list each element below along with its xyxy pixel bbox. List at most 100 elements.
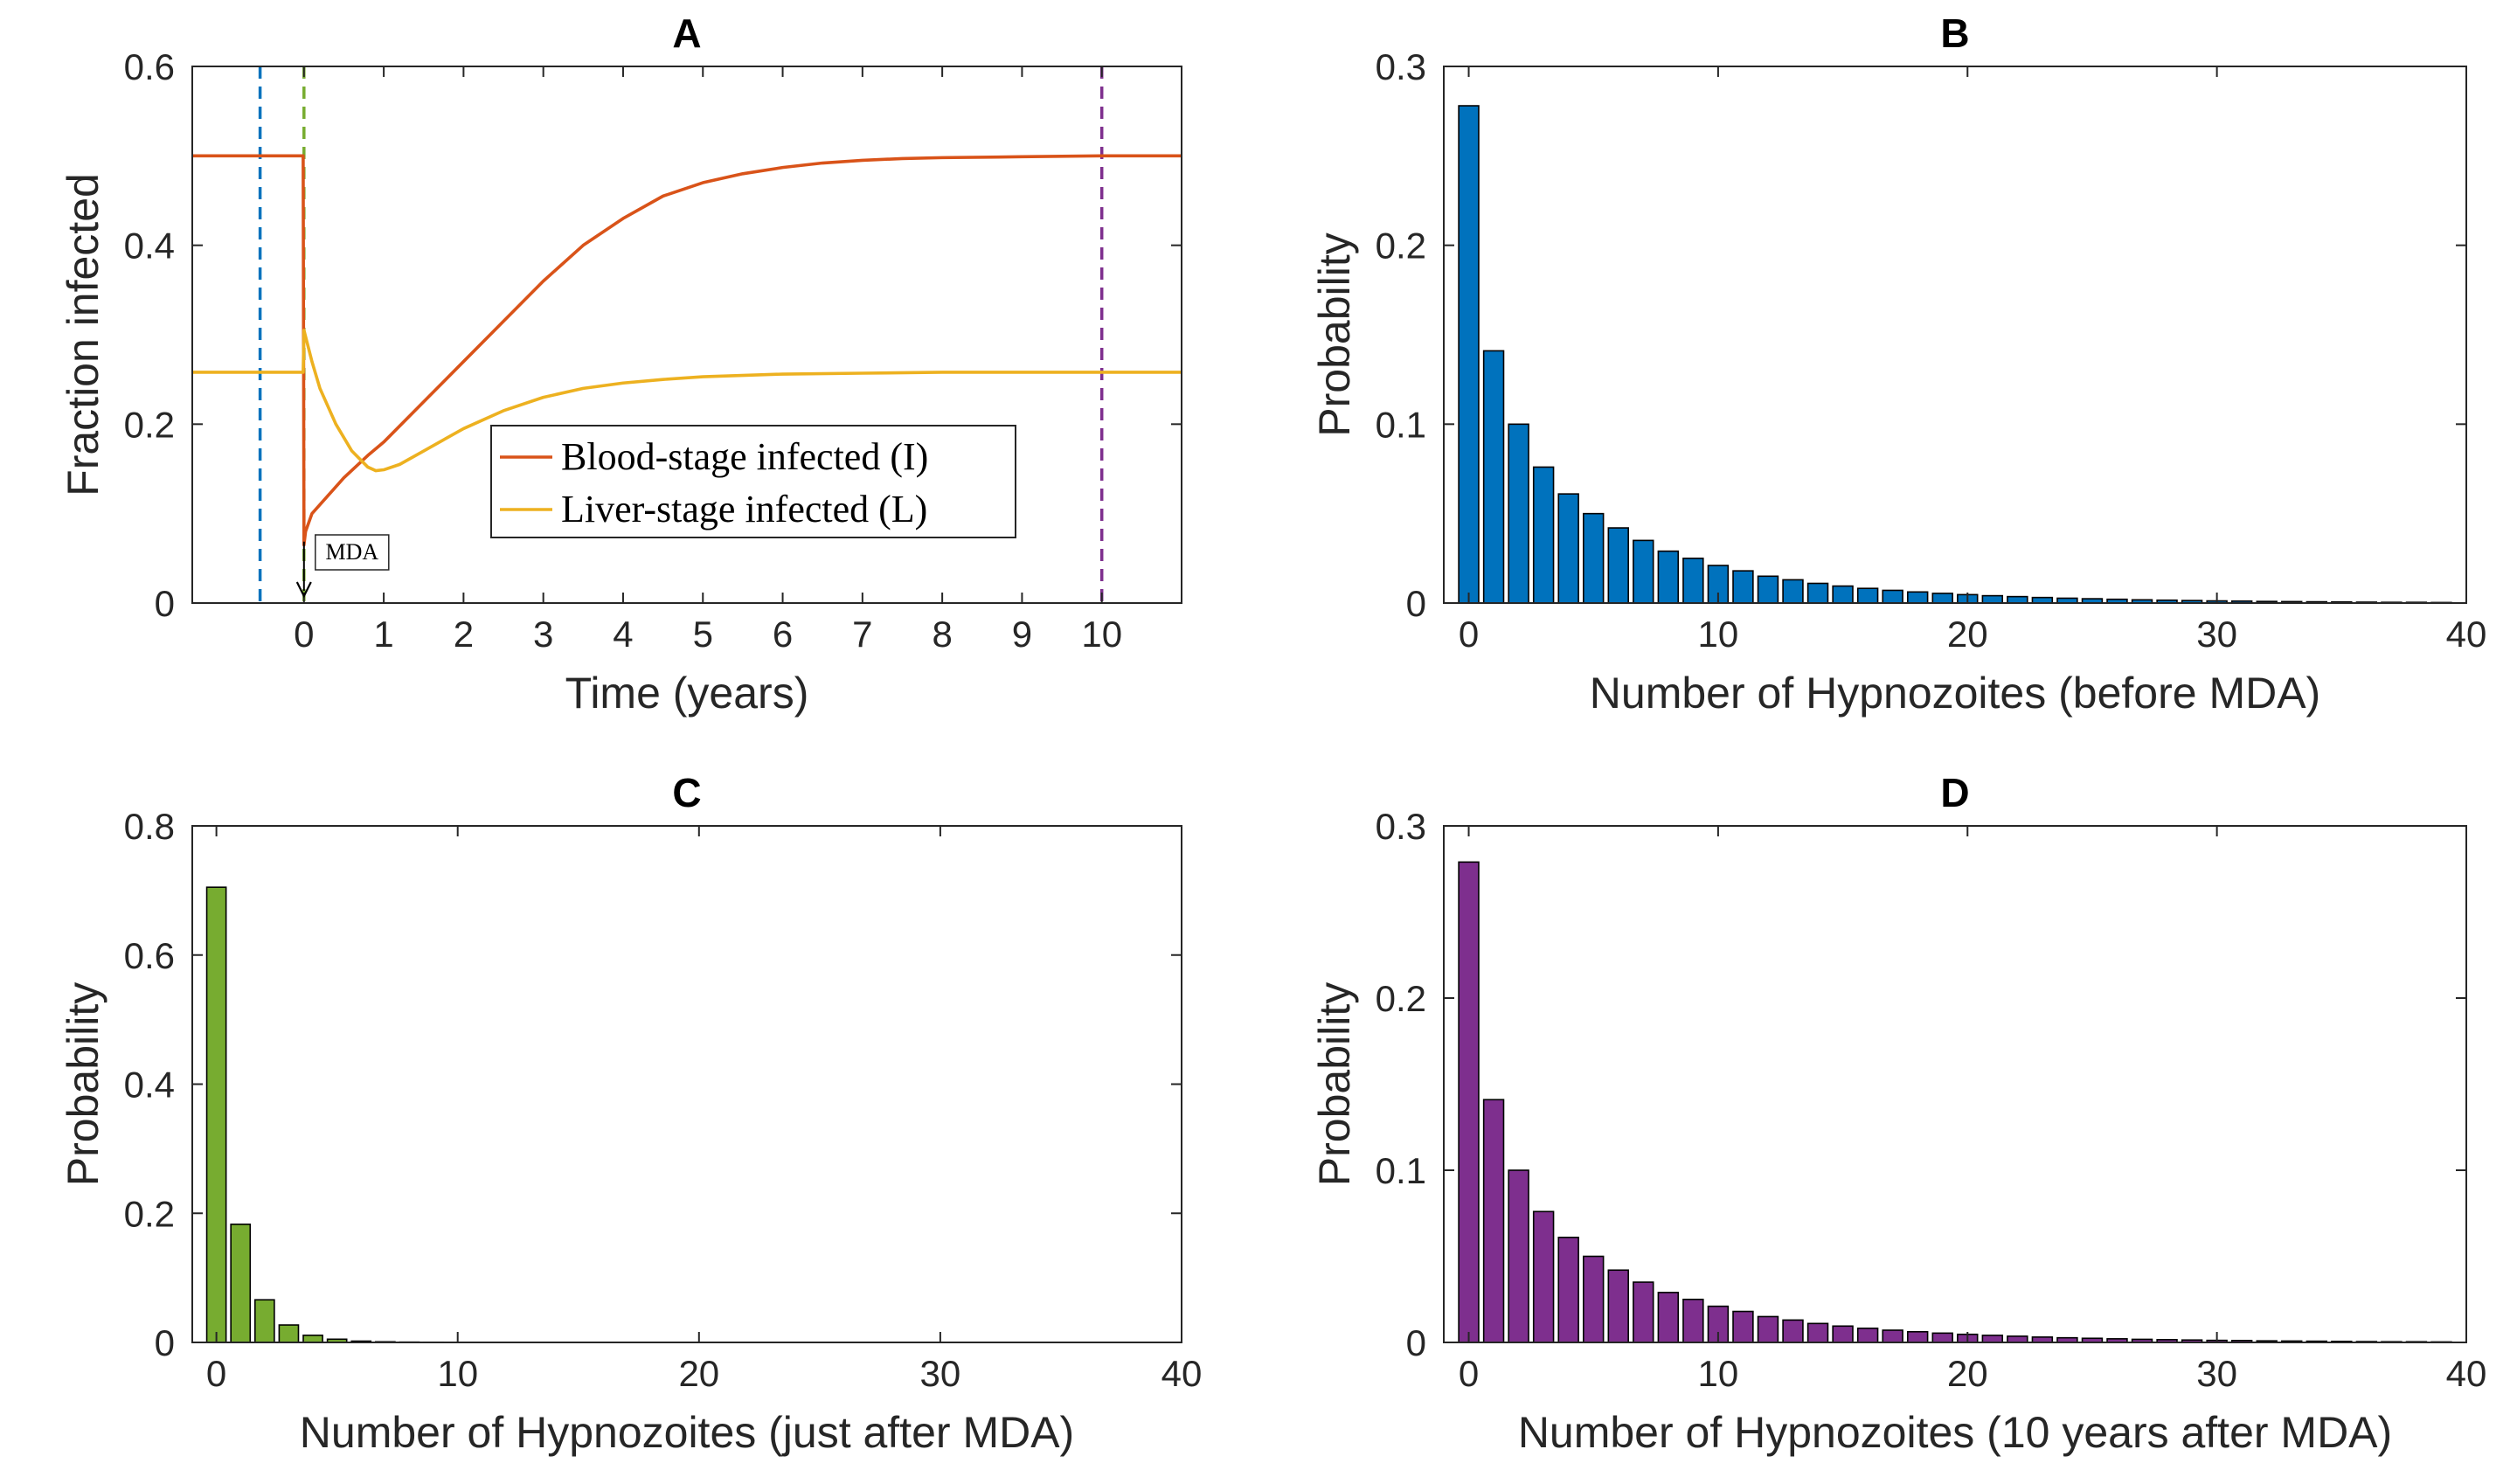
y-tick-label: 0.1	[1376, 1150, 1426, 1191]
bar	[2106, 598, 2128, 603]
bar	[1707, 1305, 1730, 1342]
bar	[1882, 1329, 1903, 1342]
y-tick-label: 0.2	[1376, 225, 1426, 267]
bar	[1482, 350, 1505, 603]
y-tick-label: 0.6	[124, 935, 175, 976]
bar	[1607, 1269, 1629, 1342]
bar	[1931, 593, 1953, 603]
bar	[205, 886, 227, 1342]
bar	[1981, 1335, 2004, 1342]
panel-a: 0 1 2 3 4 5 6 7 8 9 10 0 0.2 0.4 0.6 A Time (years) Fract…	[59, 10, 1182, 718]
bar	[302, 1335, 323, 1342]
x-tick-label: 40	[1161, 1353, 1203, 1394]
bar	[1806, 1322, 1829, 1342]
bar	[1508, 423, 1529, 603]
bar	[1732, 570, 1754, 603]
x-tick-label: 4	[613, 614, 633, 655]
plot-area	[1458, 861, 2452, 1342]
x-tick-label: 0	[1459, 1353, 1479, 1394]
x-axis-label: Number of Hypnozoites (before MDA)	[1590, 669, 2320, 718]
bar	[1906, 1330, 1929, 1342]
bar	[2081, 598, 2104, 603]
bar	[1682, 558, 1704, 603]
y-tick-label: 0	[155, 583, 175, 624]
bar	[1557, 1237, 1579, 1342]
bar	[1657, 550, 1680, 603]
bar	[1633, 1281, 1654, 1342]
legend-entry: Liver-stage infected (L)	[561, 488, 927, 530]
bar	[1931, 1332, 1953, 1342]
x-tick-label: 7	[852, 614, 872, 655]
bar	[2031, 1336, 2054, 1342]
x-tick-label: 0	[206, 1353, 226, 1394]
x-axis-label: Number of Hypnozoites (just after MDA)	[300, 1408, 1074, 1457]
bar	[1532, 1210, 1555, 1342]
bar	[1732, 1310, 1754, 1342]
y-tick-label: 0	[1406, 583, 1426, 624]
bar	[1782, 1319, 1804, 1342]
bar	[1532, 466, 1555, 603]
x-tick-label: 10	[1081, 614, 1122, 655]
x-tick-label: 1	[373, 614, 393, 655]
bar	[1557, 493, 1579, 603]
axes-frame	[191, 825, 1182, 1343]
legend: Blood-stage infected (I) Liver-stage infe…	[490, 425, 1016, 538]
bar	[1882, 589, 1903, 603]
panel-b: 0 10 20 30 40 0 0.1 0.2 0.3 B Number of Hypnozoite…	[1310, 10, 2486, 718]
bar	[1856, 1328, 1879, 1342]
y-tick-label: 0.4	[124, 225, 175, 267]
bar	[278, 1324, 300, 1342]
panel-title: C	[672, 770, 701, 815]
bar	[1707, 565, 1730, 603]
bar	[1458, 861, 1480, 1342]
bar	[2081, 1337, 2104, 1342]
x-tick-label: 3	[533, 614, 553, 655]
bar	[1906, 591, 1929, 603]
x-tick-label: 40	[2446, 614, 2487, 655]
y-tick-label: 0.1	[1376, 404, 1426, 445]
bar	[2007, 1335, 2028, 1342]
legend-box	[490, 425, 1016, 538]
axes-frame	[191, 66, 1182, 604]
x-axis-label: Time (years)	[565, 669, 809, 718]
x-tick-label: 20	[1947, 614, 1988, 655]
y-tick-label: 0.3	[1376, 806, 1426, 847]
bar	[230, 1224, 252, 1342]
bar	[1633, 539, 1654, 603]
x-tick-label: 40	[2446, 1353, 2487, 1394]
bar	[1832, 1325, 1854, 1342]
bar	[326, 1338, 348, 1342]
annotation-text: MDA	[325, 539, 378, 565]
y-tick-label: 0	[1406, 1322, 1426, 1363]
y-axis-label: Probability	[1310, 982, 1359, 1186]
x-tick-label: 30	[920, 1353, 961, 1394]
y-tick-label: 0.3	[1376, 46, 1426, 87]
x-tick-label: 0	[294, 614, 314, 655]
y-tick-label: 0.2	[1376, 978, 1426, 1019]
bar	[2181, 600, 2203, 603]
x-axis-label: Number of Hypnozoites (10 years after MD…	[1518, 1408, 2392, 1457]
bar	[1458, 105, 1480, 603]
x-tick-label: 2	[454, 614, 474, 655]
bar	[253, 1299, 275, 1342]
panel-title: A	[672, 10, 701, 56]
bar	[2230, 600, 2253, 603]
bar	[1782, 579, 1804, 603]
x-tick-label: 20	[1947, 1353, 1988, 1394]
axes-frame	[1443, 66, 2467, 604]
x-tick-label: 10	[1698, 1353, 1739, 1394]
y-tick-label: 0.4	[124, 1064, 175, 1106]
bar	[1607, 527, 1629, 603]
plot-area	[1458, 105, 2452, 603]
x-tick-label: 5	[693, 614, 713, 655]
panel-title: B	[1940, 10, 1969, 56]
plot-area	[205, 886, 1168, 1342]
y-tick-label: 0.2	[124, 1193, 175, 1234]
x-tick-label: 30	[2196, 614, 2237, 655]
y-tick-label: 0.8	[124, 806, 175, 847]
bar	[2056, 1336, 2078, 1342]
x-tick-label: 30	[2196, 1353, 2237, 1394]
bar	[1806, 582, 1829, 603]
x-tick-label: 20	[678, 1353, 719, 1394]
x-tick-label: 10	[1698, 614, 1739, 655]
